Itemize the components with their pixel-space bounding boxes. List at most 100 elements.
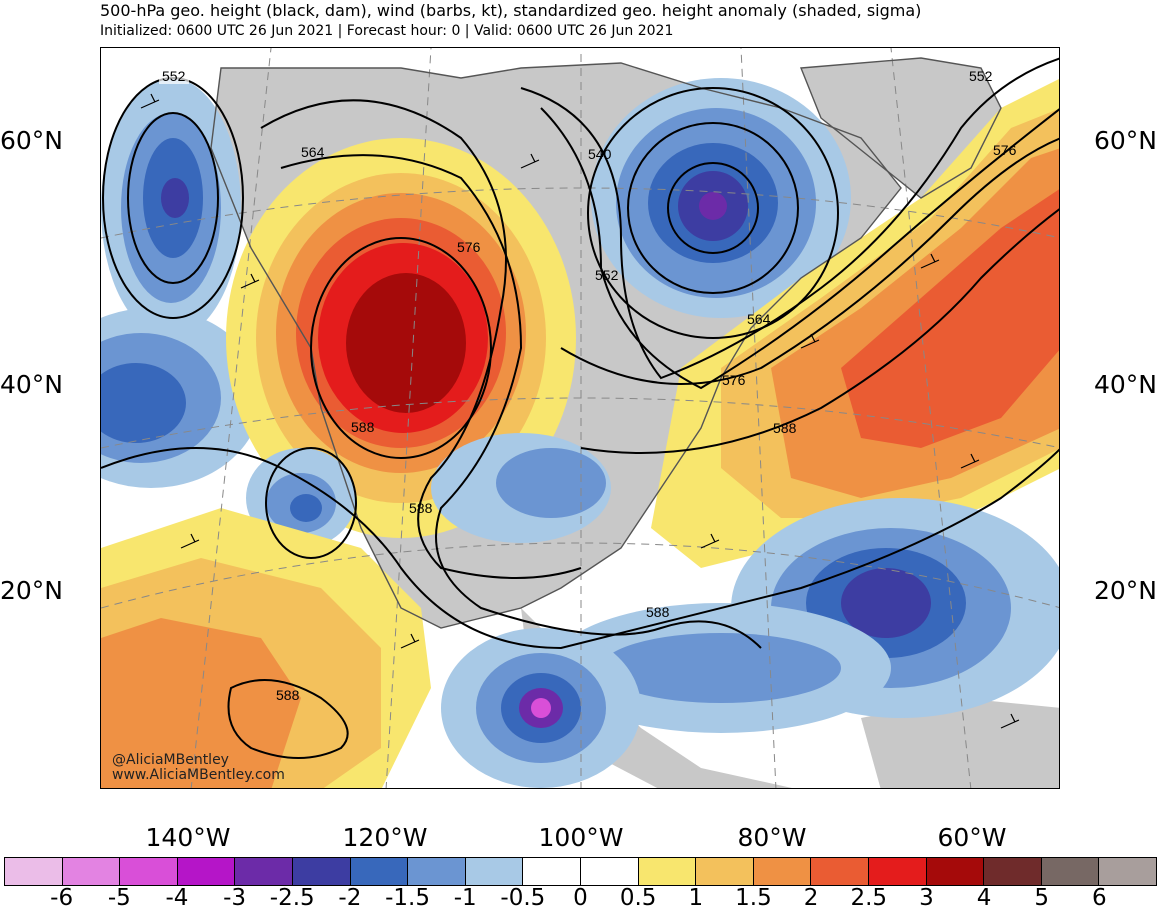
contour-label: 552 [162, 68, 186, 84]
lon-label-140w: 140°W [145, 823, 231, 852]
wind-barb [400, 633, 420, 649]
chart-subtitle: Initialized: 0600 UTC 26 Jun 2021 | Fore… [100, 23, 674, 39]
contour-label: 552 [969, 68, 993, 84]
lat-label-left-40: 40°N [0, 370, 64, 399]
lat-label-right-40: 40°N [1094, 370, 1158, 399]
credit-website: www.AliciaMBentley.com [112, 767, 285, 783]
contour-label: 588 [773, 420, 797, 436]
contour-line [101, 447, 1059, 650]
lat-label-right-20: 20°N [1094, 576, 1158, 605]
contour-label: 576 [457, 239, 481, 255]
anomaly-blue-w-3 [101, 363, 186, 443]
colorbar-label: -2.5 [269, 885, 315, 911]
contour-line [310, 237, 492, 459]
colorbar-cell [408, 858, 466, 885]
contour-line [127, 112, 219, 284]
contour-label: 540 [588, 146, 612, 162]
lat-label-left-60: 60°N [0, 126, 64, 155]
colorbar [4, 857, 1157, 886]
contour-label-bg [159, 68, 189, 84]
contour-line [280, 154, 762, 649]
anomaly-warm-6 [346, 273, 466, 413]
anomaly-blue-hudson-5 [699, 192, 727, 220]
colorbar-label: -1.5 [385, 885, 430, 911]
contour-label: 576 [722, 372, 746, 388]
colorbar-cell [811, 858, 869, 885]
contour-line [227, 679, 349, 759]
contour-label: 588 [351, 419, 375, 435]
grid-line [385, 48, 432, 788]
chart-title: 500-hPa geo. height (black, dam), wind (… [100, 1, 922, 20]
colorbar-label: 3 [919, 885, 934, 911]
colorbar-label: -1 [453, 885, 477, 911]
colorbar-cell [1099, 858, 1156, 885]
colorbar-label: 2.5 [850, 885, 888, 911]
graticule [101, 48, 1059, 788]
contour-line [667, 162, 759, 254]
wind-barbs [140, 93, 1020, 729]
wind-barb [960, 453, 980, 469]
colorbar-cell [1041, 858, 1100, 885]
map-panel: 552 564 576 588 540 552 564 576 588 588 … [100, 47, 1060, 789]
grid-line [190, 48, 272, 788]
lat-label-right-60: 60°N [1094, 126, 1158, 155]
anomaly-blue-low-3 [290, 494, 322, 522]
contour-label: 588 [646, 604, 670, 620]
credit-handle: @AliciaMBentley [112, 752, 229, 768]
anomaly-blue-atlantic-4 [841, 568, 931, 638]
colorbar-label: -3 [223, 885, 247, 911]
contour-label: 588 [276, 687, 300, 703]
contour-label-group: 552 564 576 588 540 552 564 576 588 588 … [159, 68, 1017, 703]
colorbar-label: 5 [1034, 885, 1050, 911]
contour-line [560, 137, 1059, 385]
colorbar-cell [177, 858, 236, 885]
colorbar-cell [926, 858, 985, 885]
contour-line [627, 122, 799, 294]
wind-barb [240, 273, 260, 289]
wind-barb [700, 533, 720, 549]
wind-barb [520, 153, 540, 169]
lon-label-120w: 120°W [342, 823, 428, 852]
colorbar-cell [120, 858, 178, 885]
colorbar-label: 0.5 [619, 885, 657, 911]
coast-greenland [799, 57, 1002, 199]
anomaly-subtrop-3 [101, 618, 301, 788]
colorbar-cell [292, 858, 351, 885]
lon-label-80w: 80°W [737, 823, 807, 852]
colorbar-cell [696, 858, 754, 885]
colorbar-label: 4 [976, 885, 992, 911]
colorbar-cell [984, 858, 1042, 885]
lat-label-left-20: 20°N [0, 576, 64, 605]
wind-barb [800, 333, 820, 349]
colorbar-cell [5, 858, 63, 885]
colorbar-cell [580, 858, 639, 885]
wind-barb [920, 253, 940, 269]
greenland-land [801, 58, 1001, 198]
anomaly-blue-central-2 [496, 448, 606, 518]
colorbar-label: 0 [573, 885, 588, 911]
colorbar-label: 6 [1092, 885, 1107, 911]
lon-label-100w: 100°W [538, 823, 624, 852]
wind-barb [1000, 713, 1020, 729]
colorbar-cell [523, 858, 581, 885]
colorbar-cell [350, 858, 409, 885]
contour-label: 588 [409, 500, 433, 516]
colorbar-label: -5 [107, 885, 131, 911]
grid-line [890, 48, 972, 788]
contour-label: 564 [747, 311, 771, 327]
lon-label-60w: 60°W [937, 823, 1007, 852]
colorbar-label: 1 [688, 885, 704, 911]
colorbar-cell [868, 858, 927, 885]
anomaly-blue-epac-5 [531, 698, 551, 718]
grid-line [740, 48, 777, 788]
anomaly-blue-carib-2 [601, 633, 841, 703]
wind-barb [180, 533, 200, 549]
grid-line [101, 542, 1059, 609]
south-america-land [861, 698, 1059, 788]
colorbar-label: -6 [50, 885, 74, 911]
contour-label: 576 [993, 142, 1017, 158]
contour-line [520, 57, 1059, 380]
contour-line [587, 87, 839, 339]
contour-line [265, 447, 357, 559]
colorbar-cell [235, 858, 293, 885]
